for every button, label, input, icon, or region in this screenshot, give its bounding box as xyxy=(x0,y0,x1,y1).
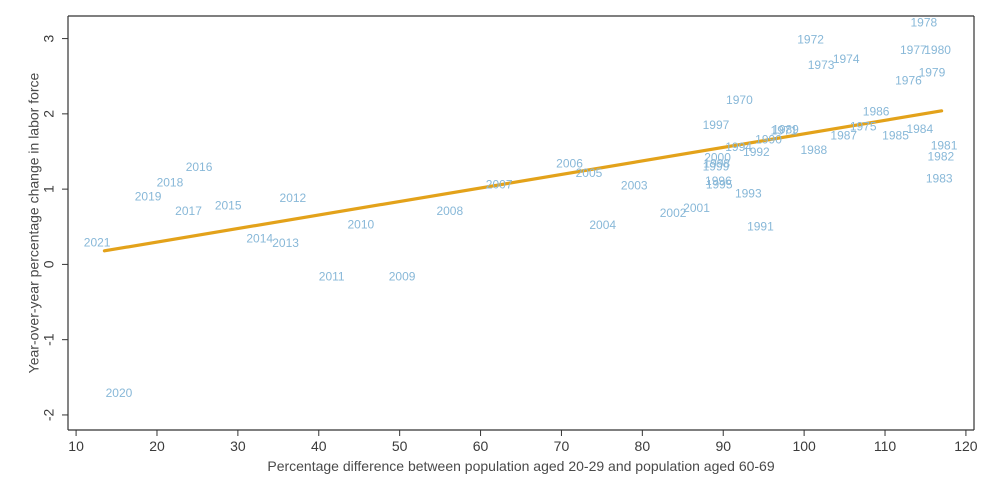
y-axis-ticks: -2 -1 0 1 2 3 xyxy=(41,34,68,421)
point-label-1974: 1974 xyxy=(833,52,860,66)
x-tick-label: 40 xyxy=(311,438,327,454)
point-label-1975: 1975 xyxy=(850,120,877,134)
point-label-2010: 2010 xyxy=(347,217,374,231)
point-label-1996: 1996 xyxy=(705,174,732,188)
y-tick-label: -2 xyxy=(41,409,57,422)
point-label-2019: 2019 xyxy=(135,190,162,204)
point-label-1988: 1988 xyxy=(800,143,827,157)
point-label-1980: 1980 xyxy=(924,43,951,57)
point-label-2000: 2000 xyxy=(704,150,731,164)
point-label-1973: 1973 xyxy=(808,58,835,72)
point-label-2015: 2015 xyxy=(215,199,242,213)
point-label-1998: 1998 xyxy=(703,156,730,170)
x-tick-label: 60 xyxy=(473,438,489,454)
point-label-2002: 2002 xyxy=(660,206,687,220)
point-label-2005: 2005 xyxy=(576,166,603,180)
x-tick-label: 90 xyxy=(715,438,731,454)
point-label-2001: 2001 xyxy=(683,201,710,215)
x-tick-label: 20 xyxy=(149,438,165,454)
x-axis-ticks: 10 20 30 40 50 60 70 80 90 100 110 120 xyxy=(68,430,978,454)
point-label-1985: 1985 xyxy=(882,129,909,143)
point-label-2018: 2018 xyxy=(157,175,184,189)
point-label-1992: 1992 xyxy=(743,145,770,159)
point-label-1981: 1981 xyxy=(931,138,958,152)
point-label-2016: 2016 xyxy=(186,160,213,174)
point-label-2006: 2006 xyxy=(556,156,583,170)
x-tick-label: 50 xyxy=(392,438,408,454)
point-label-2009: 2009 xyxy=(389,269,416,283)
x-axis-label: Percentage difference between population… xyxy=(267,458,774,474)
y-tick-label: -1 xyxy=(41,333,57,346)
y-axis-label: Year-over-year percentage change in labo… xyxy=(26,72,42,373)
y-tick-label: 1 xyxy=(41,185,57,193)
point-label-1995: 1995 xyxy=(706,178,733,192)
point-label-1978: 1978 xyxy=(910,16,937,30)
point-label-2003: 2003 xyxy=(621,178,648,192)
x-tick-label: 30 xyxy=(230,438,246,454)
point-label-1986: 1986 xyxy=(863,105,890,119)
point-label-2021: 2021 xyxy=(84,235,111,249)
x-tick-label: 110 xyxy=(874,438,897,454)
x-tick-label: 70 xyxy=(554,438,570,454)
point-label-1999: 1999 xyxy=(703,159,730,173)
point-label-1984: 1984 xyxy=(906,122,933,136)
point-label-1972: 1972 xyxy=(797,32,824,46)
point-label-1990: 1990 xyxy=(755,132,782,146)
point-label-2007: 2007 xyxy=(486,178,513,192)
point-label-2017: 2017 xyxy=(175,204,202,218)
point-label-1982: 1982 xyxy=(927,150,954,164)
fit-line xyxy=(102,109,944,253)
point-label-2004: 2004 xyxy=(589,218,616,232)
point-label-1991: 1991 xyxy=(747,220,774,234)
point-label-1971: 1971 xyxy=(771,123,798,137)
point-label-1994: 1994 xyxy=(725,140,752,154)
y-tick-label: 3 xyxy=(41,34,57,42)
point-label-2008: 2008 xyxy=(436,204,463,218)
point-label-1997: 1997 xyxy=(703,118,730,132)
plot-frame xyxy=(67,15,975,431)
x-tick-label: 10 xyxy=(68,438,84,454)
point-label-2020: 2020 xyxy=(106,386,133,400)
point-label-2012: 2012 xyxy=(280,191,307,205)
y-tick-label: 2 xyxy=(41,110,57,118)
point-label-2013: 2013 xyxy=(272,236,299,250)
point-label-1976: 1976 xyxy=(895,74,922,88)
y-tick-label: 0 xyxy=(41,260,57,268)
point-label-1979: 1979 xyxy=(919,65,946,79)
point-label-1983: 1983 xyxy=(926,172,953,186)
point-label-1970: 1970 xyxy=(726,93,753,107)
point-label-1993: 1993 xyxy=(735,187,762,201)
point-label-2014: 2014 xyxy=(246,232,273,246)
x-tick-label: 120 xyxy=(954,438,978,454)
point-label-2011: 2011 xyxy=(319,269,345,283)
point-label-1977: 1977 xyxy=(900,43,927,57)
point-label-1987: 1987 xyxy=(830,129,857,143)
x-tick-label: 100 xyxy=(792,438,816,454)
x-tick-label: 80 xyxy=(635,438,651,454)
point-label-1989: 1989 xyxy=(772,123,799,137)
